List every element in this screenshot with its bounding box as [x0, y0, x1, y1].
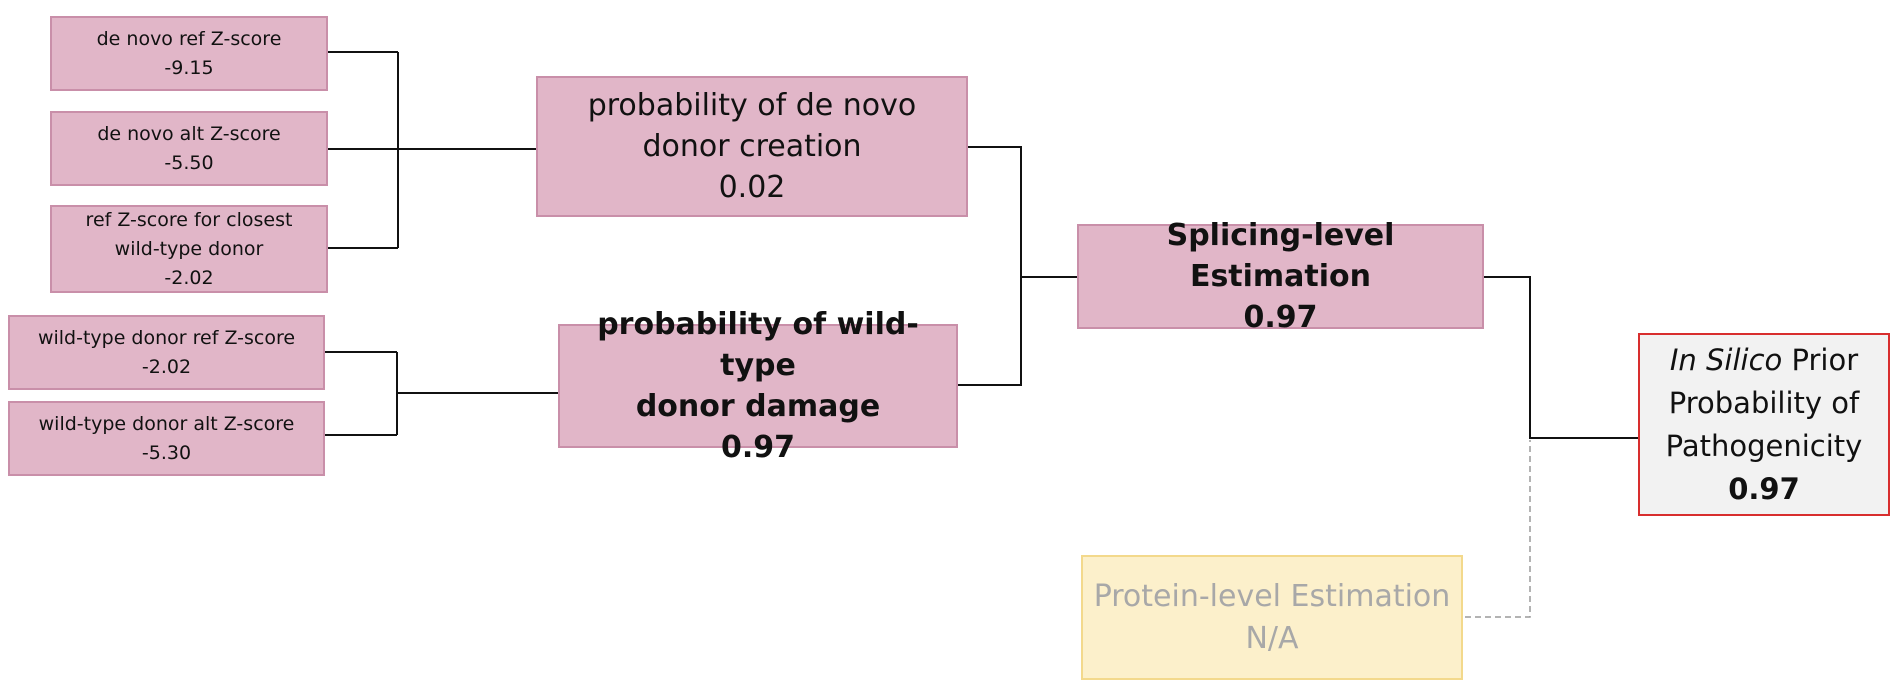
protein-estimation-label: Protein-level Estimation — [1093, 578, 1451, 614]
final-value: 0.97 — [1728, 471, 1800, 506]
splicing-estimation-box: Splicing-level Estimation 0.97 — [1077, 218, 1484, 335]
input-denovo-alt: de novo alt Z-score -5.50 — [50, 111, 328, 186]
input-denovo-alt-value: -5.50 — [164, 151, 214, 174]
connector-splicing-to-final — [1484, 276, 1638, 439]
denovo-creation-box: probability of de novo donor creation 0.… — [536, 76, 968, 217]
protein-estimation-value: N/A — [1245, 620, 1299, 656]
wt-damage-line2: donor damage — [635, 389, 881, 424]
denovo-creation-value: 0.02 — [718, 170, 786, 205]
connector-creation-out — [958, 146, 1022, 386]
input-denovo-ref-value: -9.15 — [164, 56, 214, 79]
input-wt-alt: wild-type donor alt Z-score -5.30 — [8, 401, 325, 476]
wt-damage-box: probability of wild-type donor damage 0.… — [558, 307, 958, 465]
wt-damage-line1: probability of wild-type — [597, 307, 919, 383]
connector-protein-to-final — [1465, 440, 1531, 618]
input-wt-ref-label: wild-type donor ref Z-score — [37, 326, 296, 349]
input-wt-alt-label: wild-type donor alt Z-score — [38, 412, 295, 435]
final-title-rest: Prior — [1782, 342, 1859, 377]
input-wt-ref: wild-type donor ref Z-score -2.02 — [8, 315, 325, 390]
final-title-line2: Probability of — [1668, 385, 1860, 420]
splicing-estimation-value: 0.97 — [1243, 300, 1318, 335]
splicing-estimation-label: Splicing-level Estimation — [1166, 218, 1395, 294]
final-prior-probability-box: In Silico Prior Probability of Pathogeni… — [1638, 333, 1890, 516]
input-closest-wt: ref Z-score for closest wild-type donor … — [50, 205, 328, 293]
input-denovo-alt-label: de novo alt Z-score — [97, 122, 281, 145]
input-closest-wt-label-2: wild-type donor — [114, 237, 264, 260]
input-denovo-ref-label: de novo ref Z-score — [96, 27, 282, 50]
input-wt-alt-value: -5.30 — [141, 441, 192, 464]
final-title-line3: Pathogenicity — [1665, 428, 1863, 463]
denovo-creation-line1: probability of de novo — [587, 88, 917, 123]
input-wt-ref-value: -2.02 — [141, 355, 192, 378]
final-title-italic: In Silico — [1669, 342, 1783, 377]
input-closest-wt-label-1: ref Z-score for closest — [85, 208, 293, 231]
final-title-line1: In Silico Prior — [1670, 339, 1858, 382]
wt-damage-value: 0.97 — [720, 430, 796, 465]
protein-estimation-box: Protein-level Estimation N/A — [1081, 555, 1463, 680]
input-denovo-ref: de novo ref Z-score -9.15 — [50, 16, 328, 91]
denovo-creation-line2: donor creation — [642, 129, 862, 164]
input-closest-wt-value: -2.02 — [164, 266, 214, 289]
